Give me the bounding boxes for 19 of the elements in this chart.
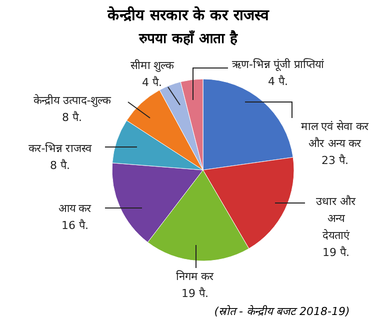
data-label: 4 पै. <box>142 76 162 89</box>
data-label: 16 पै. <box>62 219 88 232</box>
chart-subtitle: रुपया कहाँ आता है <box>138 30 238 47</box>
slice-label: सीमा शुल्क <box>130 59 175 72</box>
slice-label: माल एवं सेवा कर और अन्य कर <box>300 120 370 150</box>
data-label: 23 पै. <box>322 154 348 167</box>
slice-label: ऋण-भिन्न पूंजी प्राप्तियां <box>232 58 324 72</box>
slice-label: उधार और अन्य देयताएं <box>316 195 356 242</box>
slice-label: कर-भिन्न राजस्व <box>28 142 93 155</box>
slice-label: आय कर <box>58 202 92 215</box>
data-label: 8 पै. <box>50 159 70 172</box>
chart-title: केन्द्रीय सरकार के कर राजस्व <box>106 6 270 24</box>
slice-label: केन्द्रीय उत्पाद-शुल्क <box>33 94 112 107</box>
slice-label: निगम कर <box>176 270 214 283</box>
data-label: 19 पै. <box>322 246 350 259</box>
text: (स्रोत - केन्द्रीय बजट 2018-19) <box>214 305 350 318</box>
data-label: 19 पै. <box>182 287 208 300</box>
data-label: 4 पै. <box>268 75 288 88</box>
data-label: 8 पै. <box>62 111 82 124</box>
